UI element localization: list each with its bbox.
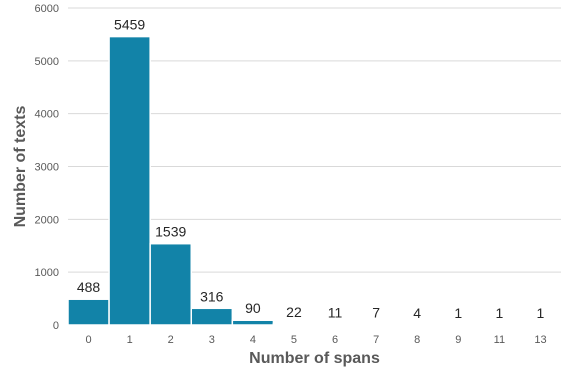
y-tick-label: 3000 bbox=[35, 162, 59, 174]
x-tick-label: 8 bbox=[414, 334, 420, 346]
data-label: 90 bbox=[245, 300, 261, 316]
y-tick-label: 6000 bbox=[35, 3, 59, 15]
bars bbox=[67, 35, 562, 327]
bar bbox=[395, 324, 439, 327]
x-tick-label: 7 bbox=[373, 334, 379, 346]
y-tick-label: 0 bbox=[53, 320, 59, 332]
bar bbox=[478, 324, 521, 327]
x-tick-label: 6 bbox=[332, 334, 338, 346]
data-label: 1 bbox=[537, 305, 545, 321]
bar bbox=[272, 323, 316, 326]
x-tick-label: 3 bbox=[209, 334, 215, 346]
y-tick-label: 4000 bbox=[35, 109, 59, 121]
x-tick-label: 9 bbox=[455, 334, 461, 346]
bar bbox=[437, 324, 480, 327]
data-label: 1 bbox=[495, 305, 503, 321]
data-label: 1 bbox=[454, 305, 462, 321]
data-label: 4 bbox=[413, 305, 421, 321]
bar bbox=[149, 242, 193, 326]
data-label: 22 bbox=[286, 304, 302, 320]
bar bbox=[313, 323, 357, 326]
y-tick-label: 1000 bbox=[35, 267, 59, 279]
x-axis-ticks: 0 1 2 3 4 5 6 7 8 9 11 13 bbox=[85, 334, 546, 346]
bar bbox=[519, 324, 562, 327]
y-axis-title: Number of texts bbox=[12, 106, 29, 228]
x-tick-label: 4 bbox=[250, 334, 256, 346]
bar bbox=[190, 307, 234, 326]
data-label: 11 bbox=[328, 304, 343, 320]
bar bbox=[354, 323, 398, 326]
x-tick-label: 13 bbox=[534, 334, 546, 346]
x-tick-label: 5 bbox=[291, 334, 297, 346]
y-tick-label: 5000 bbox=[35, 56, 59, 68]
y-axis-ticks: 0 1000 2000 3000 4000 5000 6000 bbox=[35, 3, 59, 332]
y-tick-label: 2000 bbox=[35, 214, 59, 226]
x-tick-label: 2 bbox=[168, 334, 174, 346]
bar bbox=[67, 298, 110, 326]
data-label: 7 bbox=[372, 305, 380, 321]
x-axis-title: Number of spans bbox=[249, 350, 380, 367]
x-tick-label: 1 bbox=[127, 334, 133, 346]
bar bbox=[231, 319, 275, 326]
data-label: 316 bbox=[200, 288, 224, 304]
x-tick-label: 0 bbox=[85, 334, 91, 346]
bar bbox=[108, 35, 151, 326]
data-label: 488 bbox=[77, 279, 101, 295]
x-tick-label: 11 bbox=[494, 334, 505, 346]
data-label: 5459 bbox=[114, 17, 145, 33]
data-label: 1539 bbox=[155, 224, 186, 240]
